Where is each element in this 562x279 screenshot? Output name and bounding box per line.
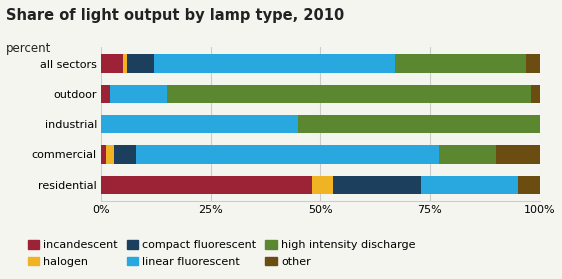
Bar: [167, 85, 531, 103]
Bar: [101, 145, 106, 163]
Text: Share of light output by lamp type, 2010: Share of light output by lamp type, 2010: [6, 8, 344, 23]
Bar: [311, 176, 333, 194]
Bar: [518, 176, 540, 194]
Bar: [101, 115, 298, 133]
Bar: [101, 54, 123, 73]
Bar: [114, 145, 136, 163]
Bar: [101, 85, 110, 103]
Bar: [527, 54, 540, 73]
Legend: incandescent, halogen, compact fluorescent, linear fluorescent, high intensity d: incandescent, halogen, compact fluoresce…: [28, 240, 415, 267]
Bar: [496, 145, 540, 163]
Bar: [136, 145, 439, 163]
Bar: [421, 176, 518, 194]
Bar: [531, 85, 540, 103]
Bar: [106, 145, 114, 163]
Bar: [128, 54, 154, 73]
Bar: [101, 176, 311, 194]
Bar: [395, 54, 527, 73]
Bar: [154, 54, 395, 73]
Bar: [333, 176, 421, 194]
Text: percent: percent: [6, 42, 51, 55]
Bar: [110, 85, 167, 103]
Bar: [123, 54, 128, 73]
Bar: [439, 145, 496, 163]
Bar: [298, 115, 540, 133]
